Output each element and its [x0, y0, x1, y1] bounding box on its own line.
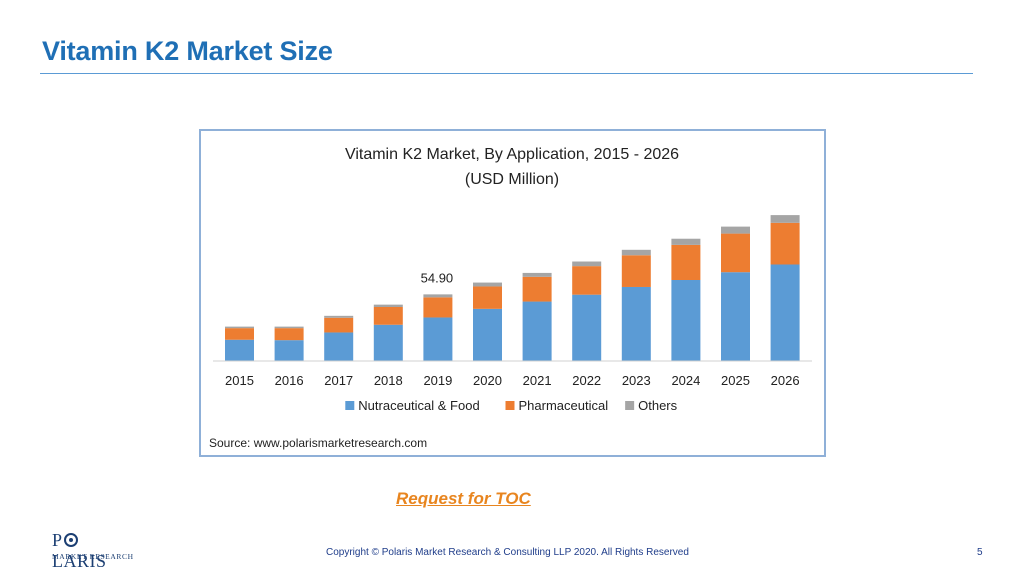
bar-2017-pharmaceutical — [324, 317, 354, 333]
x-tick-label: 2016 — [275, 373, 304, 388]
bar-2021-pharmaceutical — [522, 276, 552, 302]
logo-letter-p: P — [52, 530, 63, 550]
bar-2015-pharmaceutical — [225, 328, 254, 340]
chart-title: Vitamin K2 Market, By Application, 2015 … — [345, 146, 679, 163]
bar-2025-nutraceutical-food — [721, 272, 750, 361]
request-toc-link[interactable]: Request for TOC — [396, 489, 531, 508]
bar-2018-others — [373, 304, 403, 307]
title-divider — [40, 73, 973, 74]
legend-label: Pharmaceutical — [519, 398, 609, 413]
bar-2020-pharmaceutical — [473, 286, 502, 309]
bar-2025-others — [721, 226, 750, 234]
logo-subtitle: MARKET RESEARCH — [52, 552, 134, 561]
x-tick-label: 2025 — [721, 373, 750, 388]
bar-2016-pharmaceutical — [274, 328, 304, 341]
data-labels: 54.90 — [421, 270, 454, 285]
chart-source: Source: www.polarismarketresearch.com — [209, 436, 427, 450]
x-tick-label: 2022 — [572, 373, 601, 388]
bars-layer — [225, 215, 800, 361]
bar-2020-others — [473, 282, 502, 287]
bar-2025-pharmaceutical — [721, 233, 750, 273]
legend-label: Nutraceutical & Food — [358, 398, 479, 413]
data-label: 54.90 — [421, 270, 454, 285]
logo-letters: LARIS — [52, 551, 107, 571]
bar-2021-others — [522, 272, 552, 277]
chart-frame: Vitamin K2 Market, By Application, 2015 … — [199, 129, 826, 457]
legend-swatch — [505, 401, 515, 410]
legend-swatch — [345, 401, 355, 410]
bar-2022-nutraceutical-food — [572, 294, 602, 361]
bar-2023-others — [621, 249, 651, 256]
copyright-text: Copyright © Polaris Market Research & Co… — [326, 547, 689, 558]
bar-2015-others — [225, 326, 254, 329]
bar-2019-nutraceutical-food — [423, 317, 453, 361]
bar-2022-others — [572, 261, 602, 267]
polaris-logo: PLARIS MARKET RESEARCH — [52, 530, 134, 571]
bar-2019-others — [423, 294, 453, 298]
bar-2017-nutraceutical-food — [324, 332, 354, 361]
x-tick-label: 2015 — [225, 373, 254, 388]
bar-2016-nutraceutical-food — [274, 340, 304, 361]
chart-subtitle: (USD Million) — [465, 171, 559, 188]
bar-2026-pharmaceutical — [770, 222, 800, 265]
bar-2015-nutraceutical-food — [225, 339, 254, 361]
x-tick-label: 2018 — [374, 373, 403, 388]
bar-2024-others — [671, 238, 701, 245]
bar-2018-nutraceutical-food — [373, 324, 403, 361]
bar-2026-others — [770, 215, 800, 223]
bar-2022-pharmaceutical — [572, 266, 602, 295]
bar-2020-nutraceutical-food — [473, 308, 502, 361]
legend-swatch — [625, 401, 635, 410]
legend-label: Others — [638, 398, 678, 413]
chart-legend: Nutraceutical & Food Pharmaceutical Others — [345, 398, 678, 413]
bar-2026-nutraceutical-food — [770, 264, 800, 361]
bar-2019-pharmaceutical — [423, 297, 453, 318]
x-tick-labels: 2015 2016 2017 2018 2019 2020 2021 2022 2023 2024… — [225, 373, 800, 388]
x-tick-label: 2026 — [771, 373, 800, 388]
x-tick-label: 2019 — [423, 373, 452, 388]
slide-title: Vitamin K2 Market Size — [42, 36, 333, 66]
x-tick-label: 2021 — [523, 373, 552, 388]
logo-star-icon — [63, 533, 78, 547]
x-tick-label: 2023 — [622, 373, 651, 388]
bar-2017-others — [324, 315, 354, 318]
stacked-bar-chart: Vitamin K2 Market, By Application, 2015 … — [209, 146, 812, 450]
bar-2023-pharmaceutical — [621, 255, 651, 287]
x-tick-label: 2020 — [473, 373, 502, 388]
bar-2021-nutraceutical-food — [522, 301, 552, 361]
bar-2016-others — [274, 326, 304, 329]
bar-2023-nutraceutical-food — [621, 286, 651, 361]
bar-2024-nutraceutical-food — [671, 279, 701, 361]
bar-2024-pharmaceutical — [671, 244, 701, 280]
x-tick-label: 2017 — [324, 373, 353, 388]
bar-2018-pharmaceutical — [373, 306, 403, 325]
page-number: 5 — [977, 547, 983, 558]
x-tick-label: 2024 — [671, 373, 700, 388]
